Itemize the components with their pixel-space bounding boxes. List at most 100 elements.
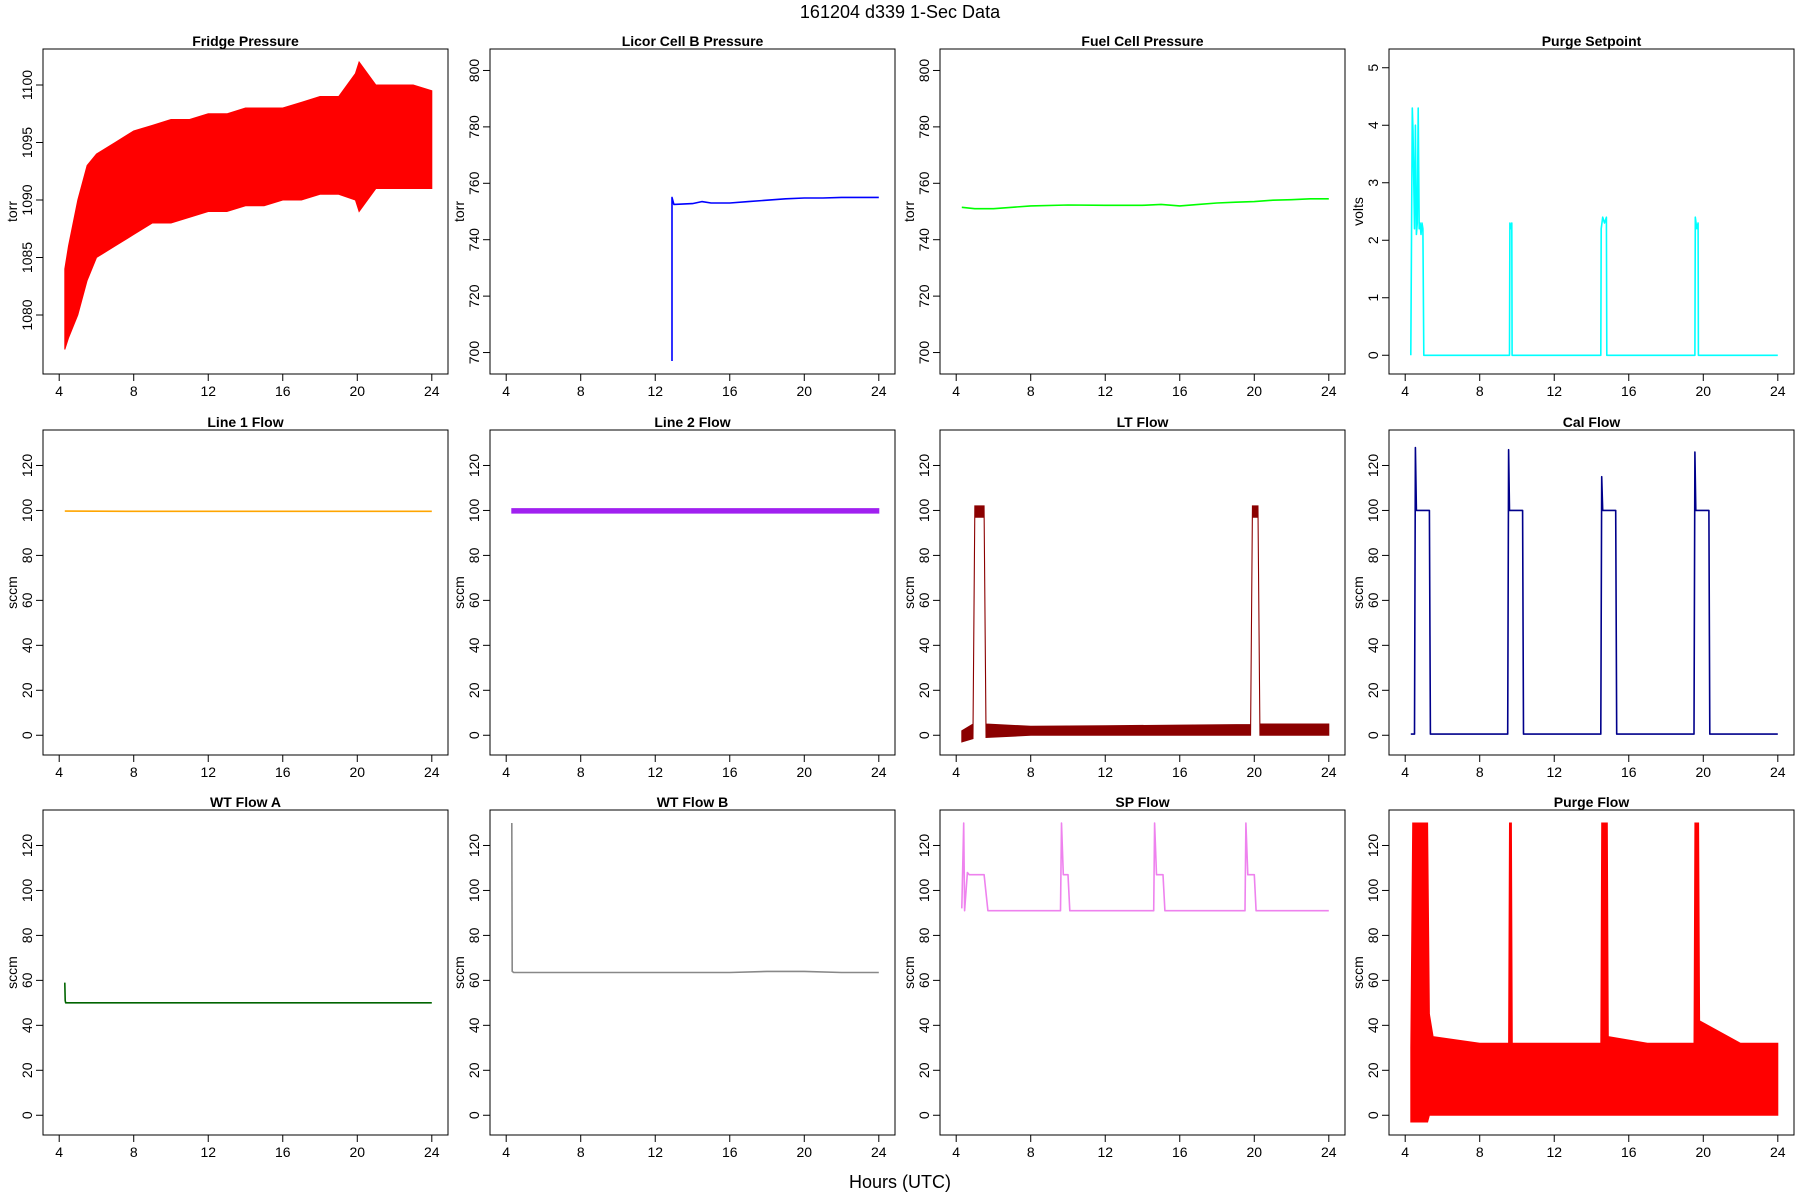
y-axis: 0 20 40 60 80 100 120 bbox=[916, 834, 940, 1119]
y-tick-label: 720 bbox=[916, 284, 932, 308]
plot-frame bbox=[1388, 48, 1795, 375]
series-group bbox=[1410, 822, 1779, 1123]
y-tick-label: 760 bbox=[466, 171, 482, 195]
y-tick-label: 60 bbox=[916, 592, 932, 608]
y-axis: 0 20 40 60 80 100 120 bbox=[19, 834, 43, 1119]
y-axis-label: sccm bbox=[4, 576, 20, 609]
x-tick-label: 4 bbox=[952, 383, 960, 399]
panel-title: Cal Flow bbox=[1563, 414, 1621, 430]
x-tick-label: 24 bbox=[1770, 764, 1786, 780]
x-tick-label: 8 bbox=[130, 383, 138, 399]
y-axis: 0 1 2 3 4 5 bbox=[1365, 64, 1389, 359]
y-tick-label: 1080 bbox=[19, 299, 35, 330]
x-tick-label: 4 bbox=[55, 764, 63, 780]
y-tick-label: 40 bbox=[1365, 637, 1381, 653]
x-tick-label: 16 bbox=[1172, 764, 1188, 780]
x-axis: 4 8 12 16 20 24 bbox=[1401, 1135, 1786, 1160]
y-tick-label: 100 bbox=[19, 879, 35, 903]
panel-title: Fridge Pressure bbox=[192, 33, 299, 49]
series-group bbox=[511, 822, 879, 974]
panel-12: Purge Flow 4 8 12 16 20 24 0 20 40 60 80 100 120 sccm bbox=[1350, 794, 1795, 1160]
y-tick-label: 0 bbox=[19, 731, 35, 739]
y-axis-label: sccm bbox=[901, 576, 917, 609]
x-tick-label: 4 bbox=[502, 1144, 510, 1160]
x-tick-label: 12 bbox=[647, 764, 663, 780]
x-tick-label: 8 bbox=[577, 764, 585, 780]
y-axis: 700 720 740 760 780 800 bbox=[466, 59, 490, 365]
panel-7: LT Flow 4 8 12 16 20 24 0 20 40 60 80 100 120 sccm bbox=[901, 414, 1346, 780]
y-tick-label: 80 bbox=[19, 927, 35, 943]
y-tick-label: 780 bbox=[466, 115, 482, 139]
y-axis: 0 20 40 60 80 100 120 bbox=[1365, 454, 1389, 739]
y-axis-label: volts bbox=[1350, 197, 1366, 226]
y-tick-label: 20 bbox=[466, 1062, 482, 1078]
y-tick-label: 5 bbox=[1365, 64, 1381, 72]
y-tick-label: 120 bbox=[916, 834, 932, 858]
y-tick-label: 700 bbox=[466, 341, 482, 365]
series-group bbox=[64, 982, 432, 1004]
panel-2: Licor Cell B Pressure 4 8 12 16 20 24 700 720 740… bbox=[451, 33, 896, 399]
y-tick-label: 120 bbox=[19, 454, 35, 478]
panel-6: Line 2 Flow 4 8 12 16 20 24 0 20 40 60 80 100 120 sccm bbox=[451, 414, 896, 780]
y-axis-label: sccm bbox=[1350, 576, 1366, 609]
x-tick-label: 8 bbox=[1476, 1144, 1484, 1160]
x-tick-label: 24 bbox=[871, 764, 887, 780]
y-tick-label: 0 bbox=[916, 1111, 932, 1119]
panel-8: Cal Flow 4 8 12 16 20 24 0 20 40 60 80 100 120 sccm bbox=[1350, 414, 1795, 780]
x-tick-label: 20 bbox=[349, 1144, 365, 1160]
series-line bbox=[64, 982, 432, 1004]
y-tick-label: 120 bbox=[1365, 454, 1381, 478]
x-tick-label: 12 bbox=[1097, 764, 1113, 780]
x-tick-label: 20 bbox=[1246, 383, 1262, 399]
x-tick-label: 20 bbox=[1246, 1144, 1262, 1160]
y-tick-label: 20 bbox=[19, 1062, 35, 1078]
x-tick-label: 8 bbox=[577, 1144, 585, 1160]
panel-title: WT Flow A bbox=[210, 794, 281, 810]
y-tick-label: 0 bbox=[466, 1111, 482, 1119]
y-axis-label: torr bbox=[4, 201, 20, 222]
x-tick-label: 4 bbox=[952, 764, 960, 780]
y-axis: 700 720 740 760 780 800 bbox=[916, 59, 940, 365]
y-axis: 0 20 40 60 80 100 120 bbox=[1365, 834, 1389, 1119]
panel-5: Line 1 Flow 4 8 12 16 20 24 0 20 40 60 80 100 120 sccm bbox=[4, 414, 449, 780]
series-group bbox=[64, 60, 433, 350]
y-tick-label: 80 bbox=[1365, 927, 1381, 943]
y-axis-label: sccm bbox=[451, 956, 467, 989]
y-tick-label: 20 bbox=[19, 682, 35, 698]
y-tick-label: 0 bbox=[916, 731, 932, 739]
x-tick-label: 24 bbox=[871, 383, 887, 399]
x-axis: 4 8 12 16 20 24 bbox=[952, 755, 1337, 780]
y-tick-label: 0 bbox=[1365, 731, 1381, 739]
x-tick-label: 4 bbox=[502, 764, 510, 780]
panel-3: Fuel Cell Pressure 4 8 12 16 20 24 700 720 740 760… bbox=[901, 33, 1346, 399]
y-tick-label: 100 bbox=[1365, 879, 1381, 903]
panel-title: WT Flow B bbox=[657, 794, 729, 810]
x-tick-label: 16 bbox=[1172, 383, 1188, 399]
y-tick-label: 20 bbox=[466, 682, 482, 698]
y-tick-label: 40 bbox=[19, 637, 35, 653]
x-tick-label: 16 bbox=[722, 1144, 738, 1160]
x-tick-label: 8 bbox=[130, 764, 138, 780]
series-line bbox=[671, 196, 879, 361]
x-tick-label: 8 bbox=[1476, 764, 1484, 780]
panel-title: Fuel Cell Pressure bbox=[1081, 33, 1203, 49]
y-tick-label: 1090 bbox=[19, 184, 35, 215]
x-tick-label: 24 bbox=[424, 764, 440, 780]
y-tick-label: 60 bbox=[466, 592, 482, 608]
panel-title: Line 1 Flow bbox=[207, 414, 283, 430]
panel-title: Purge Flow bbox=[1554, 794, 1630, 810]
x-tick-label: 4 bbox=[55, 383, 63, 399]
x-axis: 4 8 12 16 20 24 bbox=[55, 755, 440, 780]
x-tick-label: 24 bbox=[1321, 383, 1337, 399]
x-tick-label: 16 bbox=[1621, 764, 1637, 780]
x-tick-label: 4 bbox=[1401, 764, 1409, 780]
x-tick-label: 12 bbox=[200, 1144, 216, 1160]
panel-title: LT Flow bbox=[1117, 414, 1169, 430]
x-tick-label: 12 bbox=[200, 764, 216, 780]
series-line bbox=[961, 198, 1329, 210]
series-group bbox=[961, 505, 1330, 743]
y-tick-label: 700 bbox=[916, 341, 932, 365]
x-tick-label: 24 bbox=[1321, 1144, 1337, 1160]
y-tick-label: 740 bbox=[916, 228, 932, 252]
